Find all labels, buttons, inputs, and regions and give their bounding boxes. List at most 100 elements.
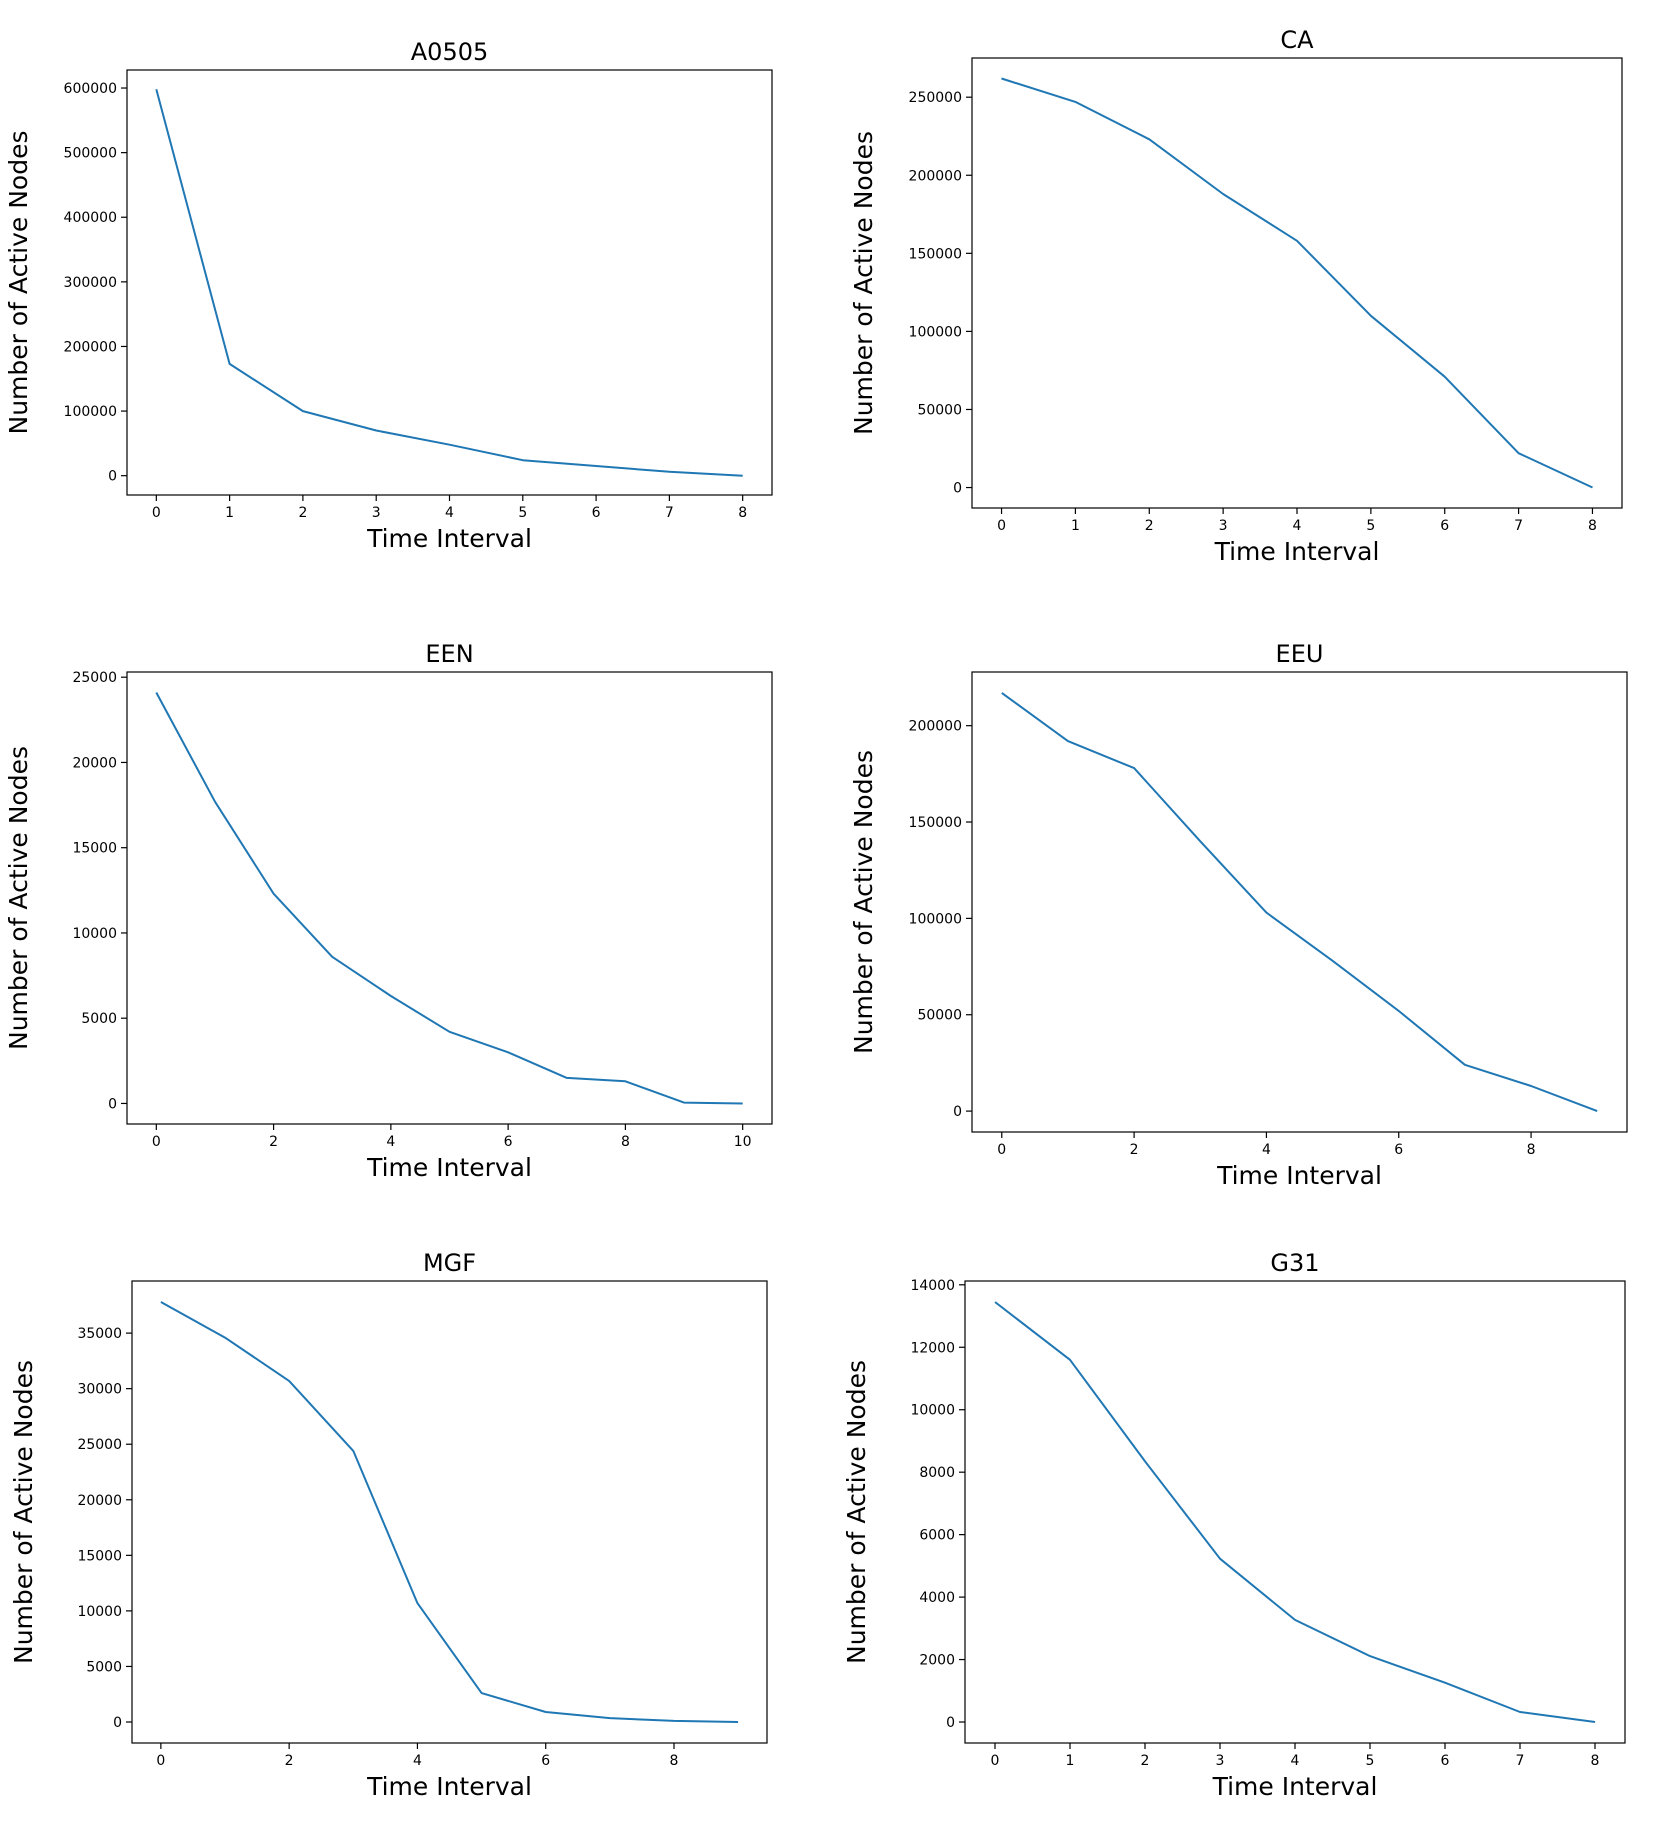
x-axis-label: Time Interval: [1212, 1772, 1378, 1801]
y-tick-label: 4000: [919, 1590, 955, 1606]
x-tick-label: 6: [592, 505, 601, 521]
y-tick-label: 30000: [77, 1382, 122, 1398]
chart-title: MGF: [423, 1249, 476, 1277]
x-tick-label: 8: [1588, 518, 1597, 534]
series-line: [1001, 77, 1593, 489]
x-tick-label: 4: [1293, 518, 1302, 534]
x-tick-label: 8: [621, 1134, 630, 1150]
x-tick-label: 4: [386, 1134, 395, 1150]
x-tick-label: 6: [1441, 1753, 1450, 1769]
x-tick-label: 2: [298, 505, 307, 521]
chart-title: A0505: [411, 38, 489, 66]
y-tick-label: 200000: [909, 168, 962, 184]
x-tick-label: 1: [1066, 1753, 1075, 1769]
plot-frame: [131, 1280, 768, 1744]
y-tick-label: 100000: [909, 324, 962, 340]
x-axis-label: Time Interval: [366, 524, 532, 553]
y-tick-label: 50000: [917, 1008, 962, 1024]
chart-title: CA: [1280, 26, 1314, 54]
y-tick-label: 0: [113, 1715, 122, 1731]
y-axis-label: Number of Active Nodes: [849, 750, 878, 1054]
y-tick-label: 6000: [919, 1528, 955, 1544]
x-tick-label: 0: [152, 1134, 161, 1150]
y-tick-label: 600000: [64, 81, 117, 97]
y-tick-label: 10000: [72, 926, 117, 942]
y-tick-label: 25000: [72, 670, 117, 686]
y-tick-label: 25000: [77, 1437, 122, 1453]
x-tick-label: 8: [1591, 1753, 1600, 1769]
x-axis-label: Time Interval: [1214, 537, 1380, 566]
y-tick-label: 400000: [64, 210, 117, 226]
chart-title: EEU: [1276, 640, 1324, 668]
chart-title: G31: [1270, 1249, 1319, 1277]
y-tick-label: 0: [953, 481, 962, 497]
y-tick-label: 2000: [919, 1653, 955, 1669]
y-axis-label: Number of Active Nodes: [842, 1360, 871, 1664]
y-tick-label: 5000: [81, 1011, 117, 1027]
x-tick-label: 2: [1141, 1753, 1150, 1769]
plot-frame: [964, 1280, 1626, 1744]
y-axis-label: Number of Active Nodes: [849, 131, 878, 435]
x-tick-label: 0: [997, 1142, 1006, 1158]
x-tick-label: 4: [413, 1753, 422, 1769]
x-tick-label: 0: [991, 1753, 1000, 1769]
plot-frame: [971, 57, 1623, 509]
y-tick-label: 5000: [86, 1659, 122, 1675]
series-line: [160, 1301, 739, 1723]
x-axis-label: Time Interval: [1216, 1161, 1382, 1190]
y-tick-label: 8000: [919, 1465, 955, 1481]
y-axis-label: Number of Active Nodes: [4, 746, 33, 1050]
x-tick-label: 2: [1130, 1142, 1139, 1158]
y-tick-label: 150000: [909, 246, 962, 262]
plot-frame: [971, 671, 1628, 1133]
y-tick-label: 150000: [909, 815, 962, 831]
x-tick-label: 5: [518, 505, 527, 521]
x-tick-label: 5: [1366, 1753, 1375, 1769]
y-tick-label: 20000: [77, 1493, 122, 1509]
x-tick-label: 6: [1440, 518, 1449, 534]
y-tick-label: 12000: [910, 1340, 955, 1356]
x-axis-label: Time Interval: [366, 1772, 532, 1801]
series-line: [155, 692, 743, 1105]
x-tick-label: 7: [1516, 1753, 1525, 1769]
y-tick-label: 0: [953, 1104, 962, 1120]
x-tick-label: 8: [670, 1753, 679, 1769]
y-tick-label: 20000: [72, 755, 117, 771]
y-tick-label: 15000: [77, 1548, 122, 1564]
x-tick-label: 7: [665, 505, 674, 521]
x-tick-label: 0: [156, 1753, 165, 1769]
y-tick-label: 10000: [77, 1604, 122, 1620]
y-tick-label: 35000: [77, 1326, 122, 1342]
y-axis-label: Number of Active Nodes: [9, 1360, 38, 1664]
y-tick-label: 0: [108, 1096, 117, 1112]
x-tick-label: 4: [445, 505, 454, 521]
x-tick-label: 2: [269, 1134, 278, 1150]
x-tick-label: 1: [225, 505, 234, 521]
x-tick-label: 5: [1366, 518, 1375, 534]
y-tick-label: 15000: [72, 841, 117, 857]
y-tick-label: 200000: [909, 719, 962, 735]
plot-frame: [126, 671, 773, 1125]
x-tick-label: 2: [1145, 518, 1154, 534]
y-tick-label: 100000: [64, 404, 117, 420]
plot-frame: [126, 69, 773, 496]
y-tick-label: 250000: [909, 90, 962, 106]
x-tick-label: 3: [372, 505, 381, 521]
x-tick-label: 6: [1394, 1142, 1403, 1158]
x-tick-label: 2: [285, 1753, 294, 1769]
y-tick-label: 50000: [917, 402, 962, 418]
x-tick-label: 0: [152, 505, 161, 521]
series-line: [994, 1301, 1596, 1723]
x-tick-label: 8: [738, 505, 747, 521]
y-tick-label: 10000: [910, 1403, 955, 1419]
x-tick-label: 1: [1071, 518, 1080, 534]
x-tick-label: 0: [997, 518, 1006, 534]
x-tick-label: 3: [1219, 518, 1228, 534]
y-tick-label: 14000: [910, 1278, 955, 1294]
x-tick-label: 7: [1514, 518, 1523, 534]
